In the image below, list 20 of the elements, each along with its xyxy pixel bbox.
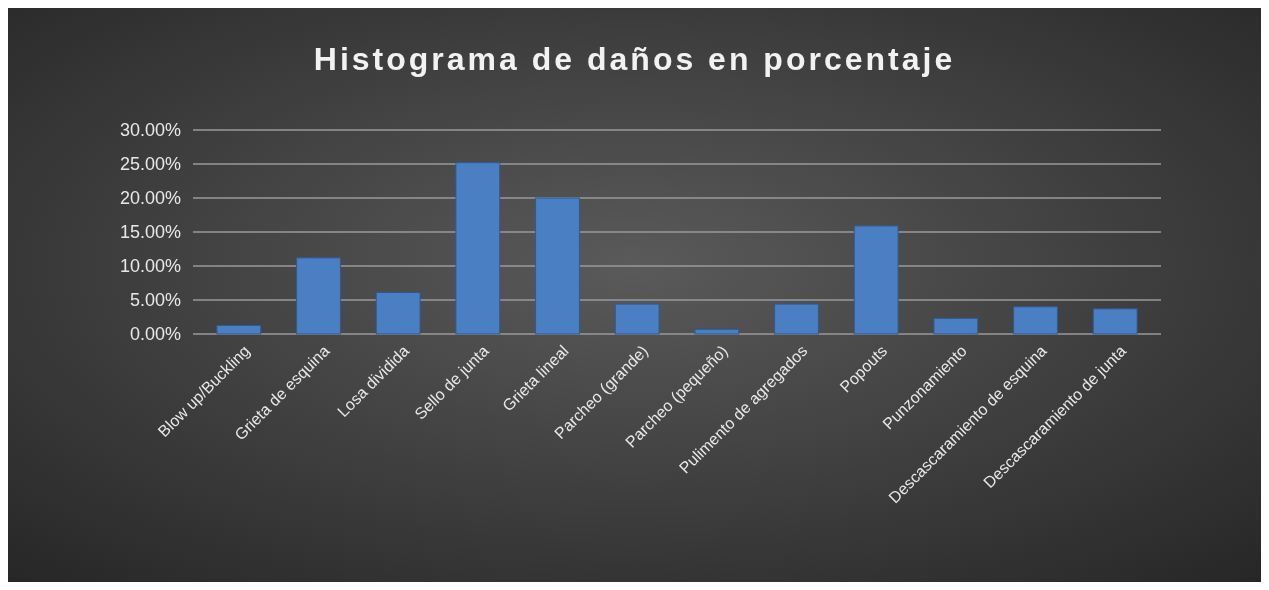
bar bbox=[535, 197, 580, 335]
bar bbox=[933, 317, 979, 335]
y-tick-label: 25.00% bbox=[119, 154, 181, 175]
y-tick-label: 10.00% bbox=[119, 256, 181, 277]
bar bbox=[774, 303, 819, 335]
bar bbox=[694, 328, 740, 335]
bar bbox=[1013, 306, 1058, 335]
chart-title: Histograma de daños en porcentaje bbox=[313, 41, 956, 77]
bar bbox=[375, 292, 421, 335]
bar bbox=[614, 303, 660, 335]
y-tick-label: 15.00% bbox=[119, 222, 181, 243]
y-tick-label: 5.00% bbox=[129, 290, 181, 311]
bar bbox=[216, 325, 262, 335]
bar bbox=[1092, 308, 1138, 335]
y-tick-label: 20.00% bbox=[119, 188, 181, 209]
bar bbox=[853, 225, 899, 335]
bar bbox=[296, 257, 341, 335]
y-tick-label: 0.00% bbox=[129, 324, 181, 345]
y-tick-label: 30.00% bbox=[119, 120, 181, 141]
bar bbox=[455, 162, 501, 335]
